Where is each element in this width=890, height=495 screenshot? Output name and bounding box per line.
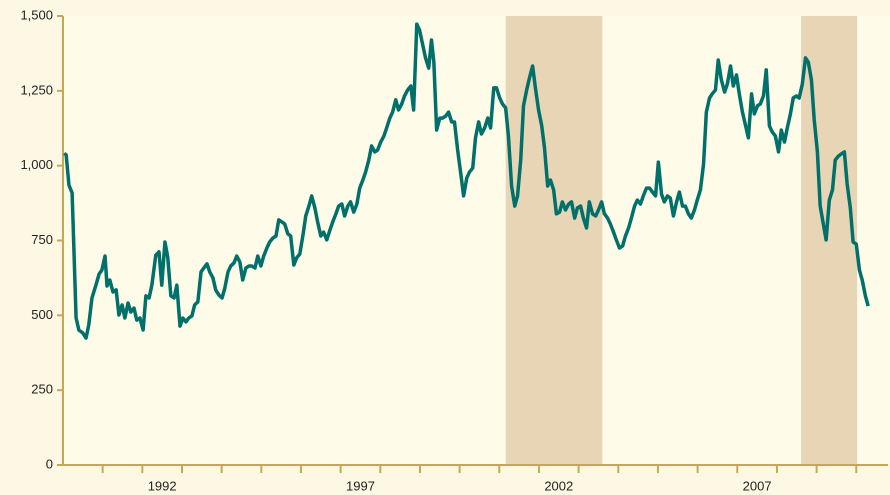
x-tick-label: 2007	[743, 478, 772, 493]
y-tick-label: 250	[31, 382, 53, 397]
x-tick-label: 1992	[148, 478, 177, 493]
y-tick-label: 1,000	[20, 157, 53, 172]
line	[63, 22, 870, 340]
y-tick-label: 500	[31, 307, 53, 322]
shaded-band	[505, 16, 603, 465]
shaded-band	[801, 16, 858, 465]
y-tick-label: 750	[31, 232, 53, 247]
x-tick-label: 2002	[544, 478, 573, 493]
y-tick-label: 1,500	[20, 7, 53, 22]
x-tick-label: 1997	[346, 478, 375, 493]
y-tick-label: 0	[46, 456, 53, 471]
y-tick-label: 1,250	[20, 82, 53, 97]
plot-area	[63, 16, 890, 465]
